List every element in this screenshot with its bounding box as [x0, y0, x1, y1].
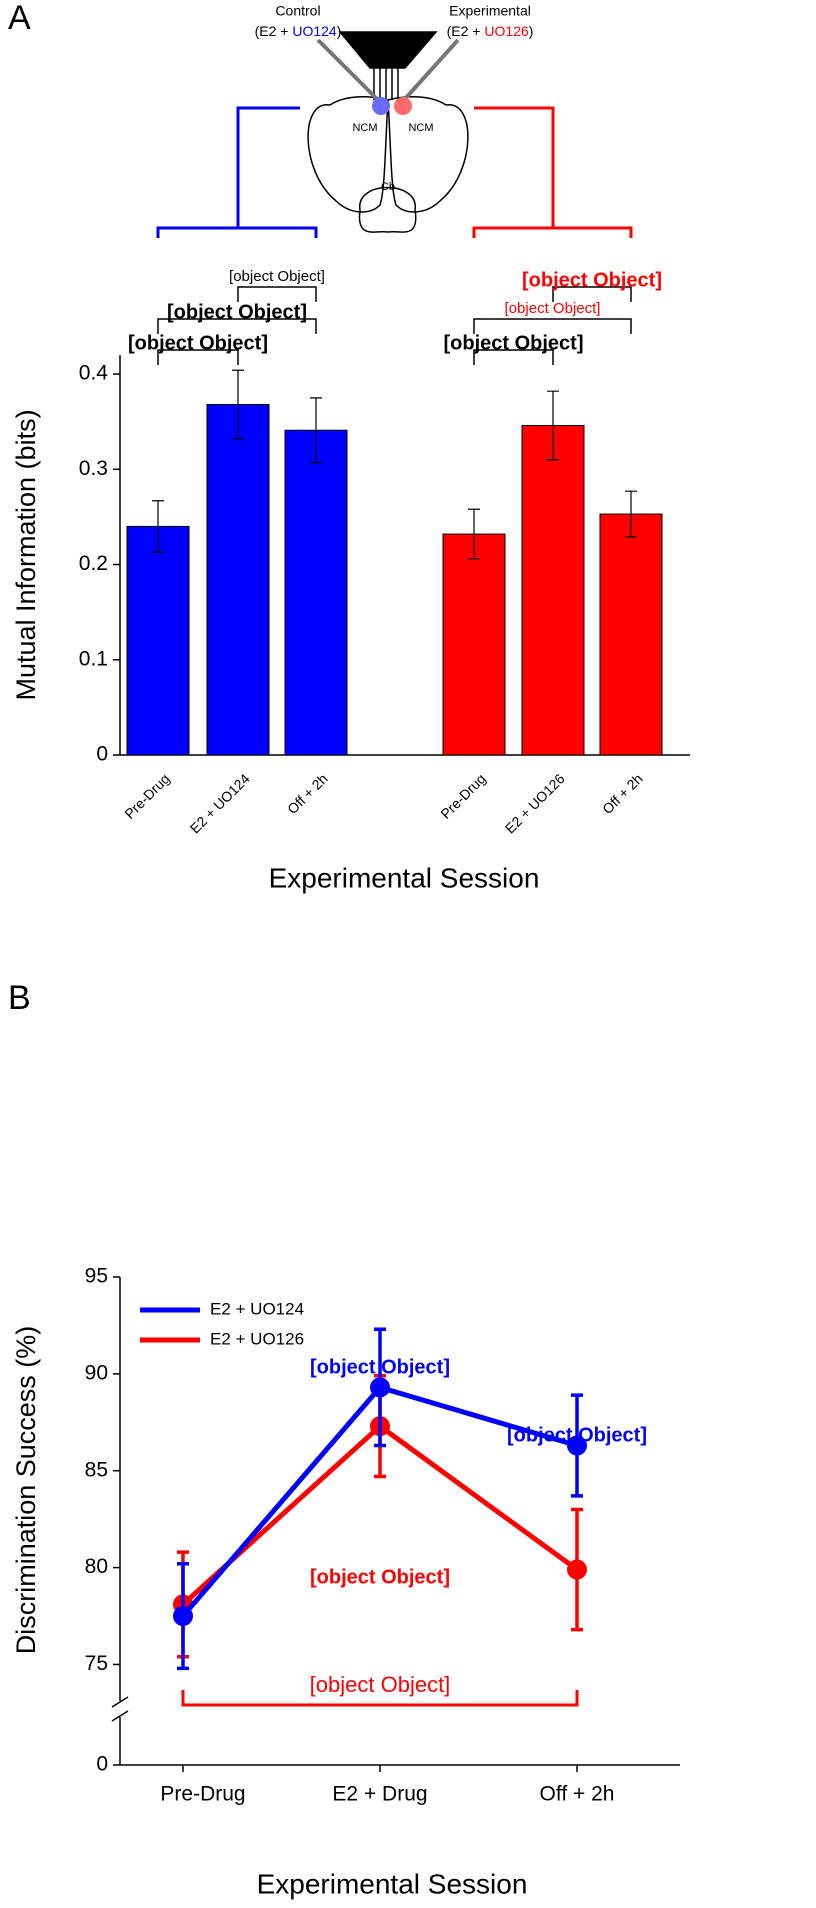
y-tick-label: 75	[85, 1652, 108, 1675]
y-tick-label: 80	[85, 1555, 108, 1578]
bar	[126, 525, 190, 756]
axis-break	[111, 1696, 129, 1722]
error-bar	[547, 390, 559, 461]
x-tick-label: E2 + UO124	[187, 770, 253, 836]
panel-label: B	[8, 979, 31, 1017]
y-tick-label: 0.3	[79, 457, 108, 480]
error-bar	[310, 397, 322, 464]
injection-site	[372, 97, 390, 115]
drug-text: UO126	[484, 23, 529, 39]
annotation: [object Object]	[310, 1566, 450, 1588]
annotation: [object Object]	[505, 300, 601, 317]
y-tick-label: 85	[85, 1458, 108, 1481]
bar	[599, 513, 663, 756]
schematic-label: Experimental	[449, 3, 531, 19]
x-tick-label: Off + 2h	[540, 1783, 615, 1806]
electrodes	[373, 68, 399, 100]
drug-text: (E2 +	[447, 23, 485, 39]
significance-bracket	[157, 349, 239, 365]
group-bracket	[472, 106, 633, 238]
y-axis-label: Mutual Information (bits)	[11, 409, 41, 700]
significance-bracket	[473, 349, 554, 365]
hemisphere	[387, 95, 469, 213]
x-axis-label: Experimental Session	[257, 1868, 528, 1899]
schematic-label: (E2 + UO126)	[447, 23, 534, 39]
significance-bracket	[552, 286, 632, 302]
schematic	[156, 31, 633, 238]
bar	[521, 424, 585, 756]
syringe	[316, 38, 380, 102]
significance-bracket	[157, 318, 317, 334]
cerebellum	[358, 186, 417, 233]
y-tick-label: 0.4	[79, 362, 109, 385]
x-tick-label: Off + 2h	[284, 770, 331, 817]
data-point	[567, 1435, 587, 1456]
error-bar	[232, 369, 244, 440]
y-tick-label: 0.1	[79, 647, 108, 670]
electrode-array	[338, 31, 438, 69]
x-tick-label: Pre-Drug	[121, 770, 172, 821]
y-tick-label: 0	[96, 1753, 108, 1776]
x-tick-label: E2 + UO126	[502, 770, 568, 836]
data-point	[173, 1606, 193, 1627]
panel-label: A	[8, 0, 31, 37]
group-bracket	[156, 106, 318, 238]
annotation: [object Object]	[167, 301, 307, 323]
y-tick-label: 0	[96, 743, 108, 766]
drug-text: (E2 +	[255, 23, 293, 39]
annotation: [object Object]	[310, 1672, 451, 1697]
data-point	[370, 1377, 390, 1398]
drug-text: )	[529, 23, 534, 39]
y-tick-label: 90	[85, 1361, 108, 1384]
error-bar	[152, 500, 164, 553]
x-tick-label: Off + 2h	[599, 770, 646, 817]
x-tick-label: Pre-Drug	[437, 770, 488, 821]
legend-label: E2 + UO126	[210, 1329, 304, 1348]
hemisphere	[307, 95, 389, 213]
region-label: NCM	[408, 122, 433, 134]
bar	[442, 533, 506, 756]
schematic-label: (E2 + UO124)	[255, 23, 342, 39]
x-tick-label: E2 + Drug	[332, 1783, 427, 1806]
y-tick-label: 0.2	[79, 552, 108, 575]
annotation: [object Object]	[229, 268, 325, 285]
drug-text: UO124	[292, 23, 337, 39]
annotation: [object Object]	[443, 332, 583, 354]
y-tick-label: 95	[85, 1265, 108, 1288]
x-axis-label: Experimental Session	[269, 862, 540, 893]
drug-text: )	[337, 23, 342, 39]
significance-bracket	[181, 1690, 579, 1707]
region-label: Cb	[381, 181, 395, 193]
legend-label: E2 + UO124	[210, 1299, 304, 1318]
region-label: NCM	[352, 122, 377, 134]
data-point	[567, 1559, 587, 1580]
annotation: [object Object]	[128, 332, 268, 354]
schematic-label: Control	[275, 3, 320, 19]
injection-site	[394, 97, 412, 115]
error-bar	[625, 490, 637, 538]
bar	[284, 429, 348, 756]
syringe	[402, 38, 460, 102]
significance-bracket	[237, 286, 317, 302]
significance-bracket	[473, 318, 632, 334]
error-bar	[468, 508, 480, 560]
y-axis-label: Discrimination Success (%)	[11, 1326, 41, 1655]
x-tick-label: Pre-Drug	[160, 1783, 245, 1806]
bar	[206, 404, 270, 756]
annotation: [object Object]	[522, 269, 662, 291]
